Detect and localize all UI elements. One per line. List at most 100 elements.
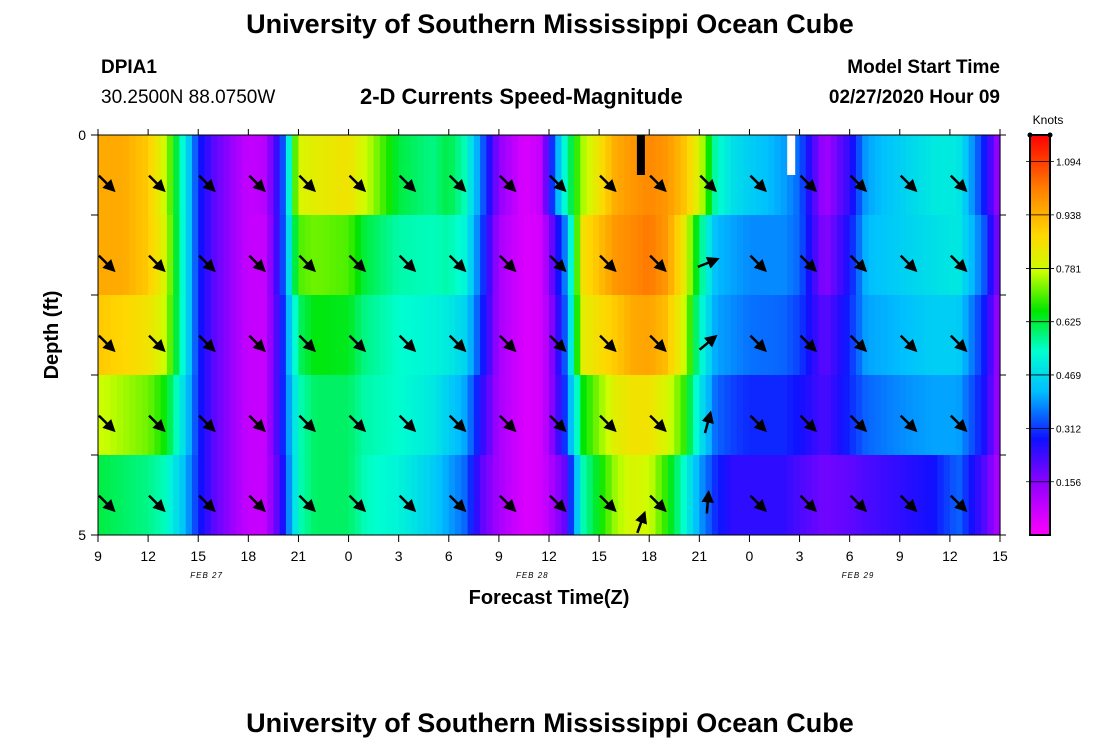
current-vector <box>348 494 367 513</box>
heatmap-cell <box>342 215 350 295</box>
heatmap-cell <box>248 135 256 215</box>
current-vector <box>498 414 517 433</box>
heatmap-cell <box>906 215 913 295</box>
heatmap-cell <box>173 375 181 455</box>
current-vector <box>198 174 216 193</box>
current-vector <box>448 494 467 513</box>
heatmap-cell <box>160 295 168 375</box>
heatmap-cell <box>505 375 513 455</box>
heatmap-cell <box>918 375 926 455</box>
heatmap-cell <box>736 215 744 295</box>
heatmap-cell <box>229 295 237 375</box>
heatmap-cell <box>686 215 694 295</box>
heatmap-cell <box>580 215 588 295</box>
heatmap-cell <box>611 375 619 455</box>
surface-marker <box>787 135 796 175</box>
heatmap-cell <box>254 455 262 535</box>
heatmap-cell <box>417 455 425 535</box>
heatmap-cell <box>931 375 938 455</box>
heatmap-cell <box>718 375 725 455</box>
heatmap-cell <box>123 455 130 535</box>
colorbar-tick-label: 1.094 <box>1056 158 1081 169</box>
heatmap-cell <box>855 455 863 535</box>
heatmap-cell <box>862 375 870 455</box>
heatmap-cell <box>455 215 462 295</box>
current-vector <box>701 410 714 434</box>
heatmap-cell <box>323 455 331 535</box>
x-tick-label: 6 <box>445 548 453 564</box>
heatmap-cell <box>98 455 105 535</box>
heatmap-cell <box>423 375 431 455</box>
heatmap-cell <box>511 215 519 295</box>
heatmap-cell <box>649 455 657 535</box>
heatmap-cell <box>887 215 895 295</box>
heatmap-cell <box>974 455 982 535</box>
heatmap-cell <box>135 375 143 455</box>
current-vector <box>899 174 918 193</box>
heatmap-cell <box>981 295 989 375</box>
heatmap-cell <box>599 375 606 455</box>
heatmap-cell <box>204 135 212 215</box>
heatmap-cell <box>749 215 757 295</box>
heatmap-cell <box>674 455 682 535</box>
heatmap-cell <box>229 135 237 215</box>
heatmap-cell <box>862 215 870 295</box>
x-tick-label: 9 <box>495 548 503 564</box>
heatmap-cell <box>874 135 882 215</box>
heatmap-cell <box>812 135 819 215</box>
heatmap-cell <box>298 295 306 375</box>
heatmap-cell <box>924 295 932 375</box>
current-vector <box>148 414 166 433</box>
heatmap-cell <box>160 455 168 535</box>
current-vector <box>498 174 517 193</box>
heatmap-cell <box>160 135 168 215</box>
heatmap-cell <box>135 295 143 375</box>
heatmap-cell <box>442 295 450 375</box>
heatmap-cell <box>661 135 669 215</box>
heatmap-cell <box>624 215 632 295</box>
heatmap-cell <box>141 295 149 375</box>
x-tick-label: 12 <box>140 548 156 564</box>
current-vector <box>498 334 517 353</box>
heatmap-cell <box>285 295 293 375</box>
heatmap-cell <box>874 215 882 295</box>
heatmap-cell <box>899 375 907 455</box>
heatmap-cell <box>166 295 174 375</box>
heatmap-cell <box>342 135 350 215</box>
heatmap-cell <box>242 295 249 375</box>
heatmap-cell <box>517 375 525 455</box>
current-vector <box>698 334 718 351</box>
heatmap-cell <box>592 375 600 455</box>
current-vector <box>248 494 266 513</box>
heatmap-cell <box>448 375 456 455</box>
current-vector <box>448 254 467 273</box>
heatmap-cell <box>611 215 619 295</box>
heatmap-cell <box>198 135 206 215</box>
heatmap-cell <box>599 455 606 535</box>
page-title: University of Southern Mississippi Ocean… <box>246 9 854 39</box>
heatmap-cell <box>179 375 187 455</box>
heatmap-cell <box>818 135 826 215</box>
heatmap-cell <box>536 455 544 535</box>
heatmap-cell <box>849 135 857 215</box>
heatmap-cell <box>812 455 819 535</box>
heatmap-cell <box>392 375 400 455</box>
heatmap-cell <box>292 135 300 215</box>
heatmap-cell <box>217 135 224 215</box>
heatmap-cell <box>674 375 682 455</box>
heatmap-cell <box>223 295 231 375</box>
colorbar-tick-label: 0.312 <box>1056 425 1081 436</box>
x-tick-label: 0 <box>345 548 353 564</box>
heatmap-cell <box>655 135 663 215</box>
heatmap-cell <box>843 375 851 455</box>
heatmap-cell <box>523 375 531 455</box>
heatmap-cell <box>987 375 995 455</box>
heatmap-cell <box>185 215 193 295</box>
heatmap-cell <box>373 135 381 215</box>
heatmap-cell <box>787 455 794 535</box>
heatmap-cell <box>749 135 757 215</box>
heatmap-cell <box>574 135 581 215</box>
current-vector <box>198 494 216 513</box>
heatmap-cell <box>536 215 544 295</box>
heatmap-cell <box>749 295 757 375</box>
